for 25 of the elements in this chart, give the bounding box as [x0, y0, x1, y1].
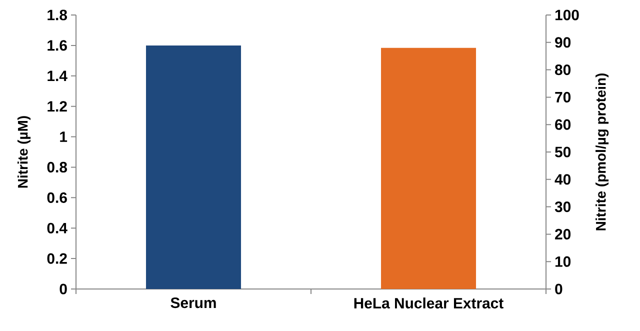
y-tick-label: 1	[60, 132, 68, 142]
x-tick-label: HeLa Nuclear Extract	[354, 298, 504, 308]
y2-tick-label: 40	[554, 174, 571, 185]
y-tick-label: 1.6	[48, 40, 67, 51]
y2-tick-label: 50	[554, 146, 571, 158]
y2-tick-label: 10	[555, 256, 571, 267]
y2-tick-label: 20	[555, 228, 571, 240]
y-tick-label: 1.2	[48, 101, 67, 112]
y2-tick-label: 80	[555, 64, 571, 76]
x-tick-label: Serum	[170, 298, 216, 308]
y-tick-label: 0.6	[47, 192, 67, 203]
y2-axis-title: Nitrite (pmol/µg protein)	[596, 74, 609, 230]
y-tick-label: 0	[60, 284, 67, 294]
y-tick-label: 1.8	[48, 10, 68, 20]
y2-tick-label: 100	[555, 10, 579, 20]
y-tick-label: 0.2	[47, 253, 67, 264]
y2-tick-label: 70	[555, 92, 571, 102]
y2-tick-label: 0	[555, 284, 562, 294]
y-tick-label: 0.4	[47, 222, 68, 234]
y2-tick-label: 30	[554, 201, 571, 212]
y-axis-title: Nitrite (µM)	[17, 116, 31, 188]
y2-tick-label: 90	[555, 37, 571, 48]
y-tick-label: 1.4	[48, 70, 68, 82]
y2-tick-label: 60	[555, 119, 571, 130]
y-tick-label: 0.8	[47, 162, 68, 173]
